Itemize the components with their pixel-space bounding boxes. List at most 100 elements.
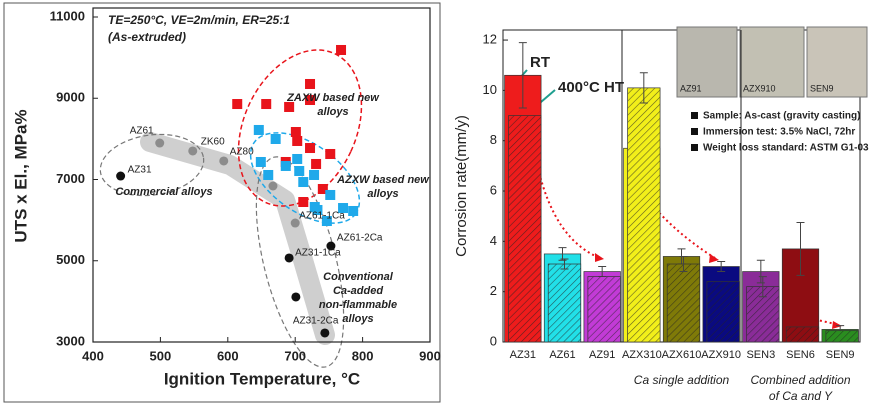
x-tick-label: 700 — [284, 348, 306, 363]
y-tick-label: 8 — [490, 132, 497, 147]
point — [311, 158, 322, 169]
point — [263, 169, 274, 180]
text-line: ZAXW based new — [286, 92, 380, 104]
point — [280, 160, 291, 171]
bullet — [691, 112, 698, 119]
bar — [785, 326, 820, 343]
point — [312, 205, 323, 216]
point — [292, 153, 303, 164]
group-ellipse — [237, 49, 363, 207]
x-tick-label: 400 — [82, 348, 104, 363]
photo-label: AZX910 — [743, 83, 776, 93]
point — [325, 148, 336, 159]
group-label: Combined addition of Ca and Y — [750, 373, 850, 403]
note: Weight loss standard: ASTM G1-03 — [703, 143, 869, 154]
trend-band — [140, 132, 335, 345]
group-label: AZXW based new alloys — [336, 174, 430, 200]
bullet — [691, 144, 698, 151]
y-tick-label: 7000 — [56, 171, 85, 186]
group-label: Commercial alloys — [115, 186, 212, 198]
point — [317, 184, 328, 195]
trend-arrow — [537, 167, 601, 259]
point — [298, 197, 309, 208]
bar — [587, 276, 621, 343]
y-axis-label: Corrosion rate(mm/y) — [453, 115, 470, 257]
text-line: Combined addition — [750, 373, 850, 387]
error-bar — [558, 247, 567, 261]
y-tick-label: 3000 — [56, 333, 85, 348]
note: Immersion test: 3.5% NaCl, 72hr — [703, 127, 855, 138]
x-axis-label: Ignition Temperature, °C — [164, 369, 360, 388]
text-line: alloys — [367, 188, 398, 200]
arrow-heads — [595, 253, 842, 329]
point — [284, 253, 294, 263]
annotation: TE=250°C, VE=2m/min, ER=25:1 — [108, 13, 290, 27]
x-tick-label: AZX610 — [662, 349, 702, 361]
y-tick-label: 4 — [490, 233, 497, 248]
text-line: AZXW based new — [336, 174, 430, 186]
point — [116, 171, 126, 181]
y-tick-label: 5000 — [56, 252, 85, 267]
bar — [706, 281, 740, 343]
error-bar — [758, 276, 767, 298]
x-tick-label: 800 — [352, 348, 374, 363]
group-ellipse — [99, 133, 205, 197]
panel-frame — [3, 2, 441, 403]
point — [270, 133, 281, 144]
point — [155, 138, 165, 148]
point — [284, 101, 295, 112]
point — [290, 127, 301, 138]
text-line: non-flammable — [319, 299, 397, 311]
point — [261, 99, 272, 110]
point — [294, 166, 305, 177]
point — [290, 218, 300, 228]
x-tick-label: 600 — [217, 348, 239, 363]
photo — [806, 26, 868, 98]
point — [326, 241, 336, 251]
text-line: Commercial alloys — [115, 186, 212, 198]
note: Sample: As-cast (gravity casting) — [703, 111, 860, 122]
bar — [666, 263, 701, 343]
group-ellipse — [255, 156, 345, 368]
y-tick-label: 2 — [490, 283, 497, 298]
x-tick-label: AZ61 — [549, 349, 575, 361]
x-tick-label: AZ91 — [589, 349, 615, 361]
point — [232, 99, 243, 110]
plot-frame — [92, 7, 431, 343]
series-label: RT — [530, 54, 550, 71]
group-label: ZAXW based new alloys — [286, 92, 380, 118]
point — [305, 143, 316, 154]
group-label: Conventional Ca-added non-flammable alloys — [319, 271, 397, 325]
annotation: (As-extruded) — [108, 30, 186, 44]
point — [320, 328, 330, 338]
x-tick-label: SEN3 — [746, 349, 775, 361]
point — [188, 146, 198, 156]
arrow-head — [709, 254, 719, 263]
y-tick-label: 12 — [483, 32, 497, 47]
point — [338, 203, 349, 214]
error-bar — [756, 259, 765, 284]
error-bar — [679, 255, 688, 273]
point — [305, 78, 316, 89]
text-line: alloys — [342, 313, 373, 325]
point-label: ZK60 — [201, 137, 225, 148]
x-tick-label: AZX910 — [701, 349, 741, 361]
text-line: alloys — [317, 106, 348, 118]
photo — [676, 26, 738, 98]
bar — [627, 87, 661, 343]
point-label: AZ61-2Ca — [337, 233, 383, 244]
point — [219, 156, 229, 166]
x-tick-label: SEN6 — [786, 349, 815, 361]
error-bar — [639, 72, 648, 104]
point — [292, 135, 303, 146]
point — [298, 177, 309, 188]
x-tick-label: 900 — [419, 348, 441, 363]
point — [291, 292, 301, 302]
point-label: AZ80 — [230, 147, 254, 158]
point — [309, 169, 320, 180]
x-tick-label: 500 — [150, 348, 172, 363]
y-tick-label: 9000 — [56, 90, 85, 105]
point — [255, 156, 266, 167]
photo-label: SEN9 — [810, 83, 834, 93]
